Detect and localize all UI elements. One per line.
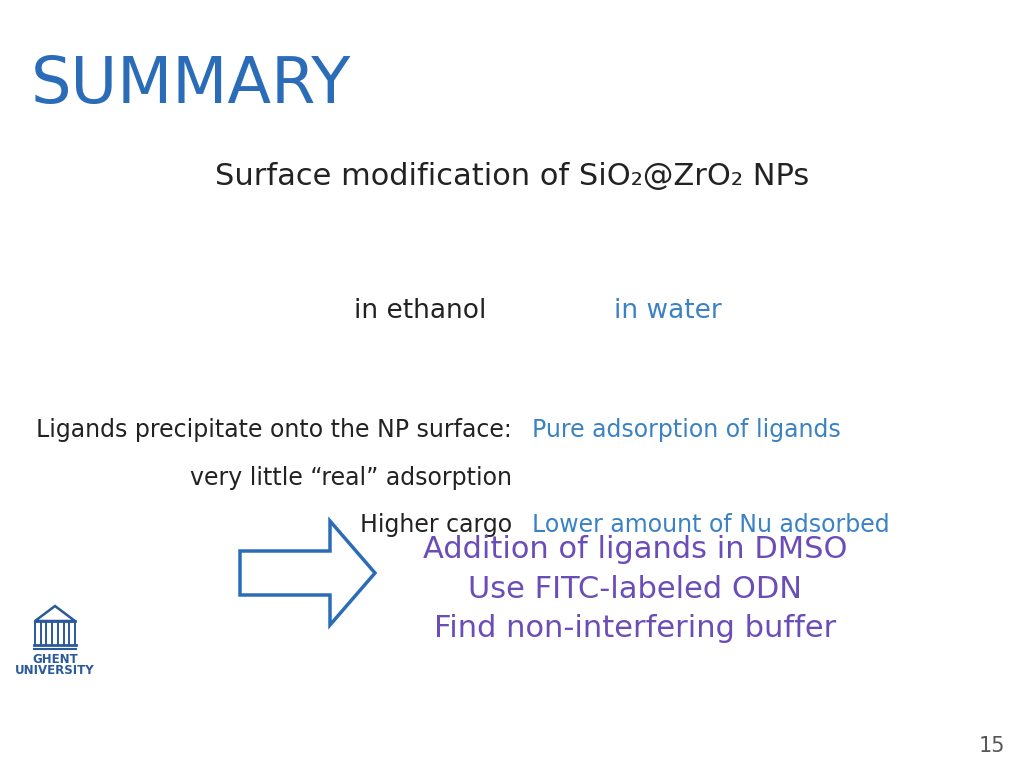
Text: Addition of ligands in DMSO: Addition of ligands in DMSO xyxy=(423,535,847,564)
Text: in water: in water xyxy=(614,298,722,324)
Text: very little “real” adsorption: very little “real” adsorption xyxy=(190,465,512,490)
Text: Surface modification of SiO₂@ZrO₂ NPs: Surface modification of SiO₂@ZrO₂ NPs xyxy=(215,162,809,191)
Text: Find non-interfering buffer: Find non-interfering buffer xyxy=(434,614,836,644)
Text: GHENT: GHENT xyxy=(32,653,78,666)
Text: 15: 15 xyxy=(979,736,1005,756)
Text: Ligands precipitate onto the NP surface:: Ligands precipitate onto the NP surface: xyxy=(36,418,512,442)
Text: Higher cargo: Higher cargo xyxy=(359,513,512,538)
Text: Pure adsorption of ligands: Pure adsorption of ligands xyxy=(532,418,842,442)
Text: UNIVERSITY: UNIVERSITY xyxy=(15,664,95,677)
Text: Lower amount of Nu adsorbed: Lower amount of Nu adsorbed xyxy=(532,513,890,538)
Text: Use FITC-labeled ODN: Use FITC-labeled ODN xyxy=(468,574,802,604)
Text: in ethanol: in ethanol xyxy=(353,298,486,324)
Text: SUMMARY: SUMMARY xyxy=(31,54,351,116)
